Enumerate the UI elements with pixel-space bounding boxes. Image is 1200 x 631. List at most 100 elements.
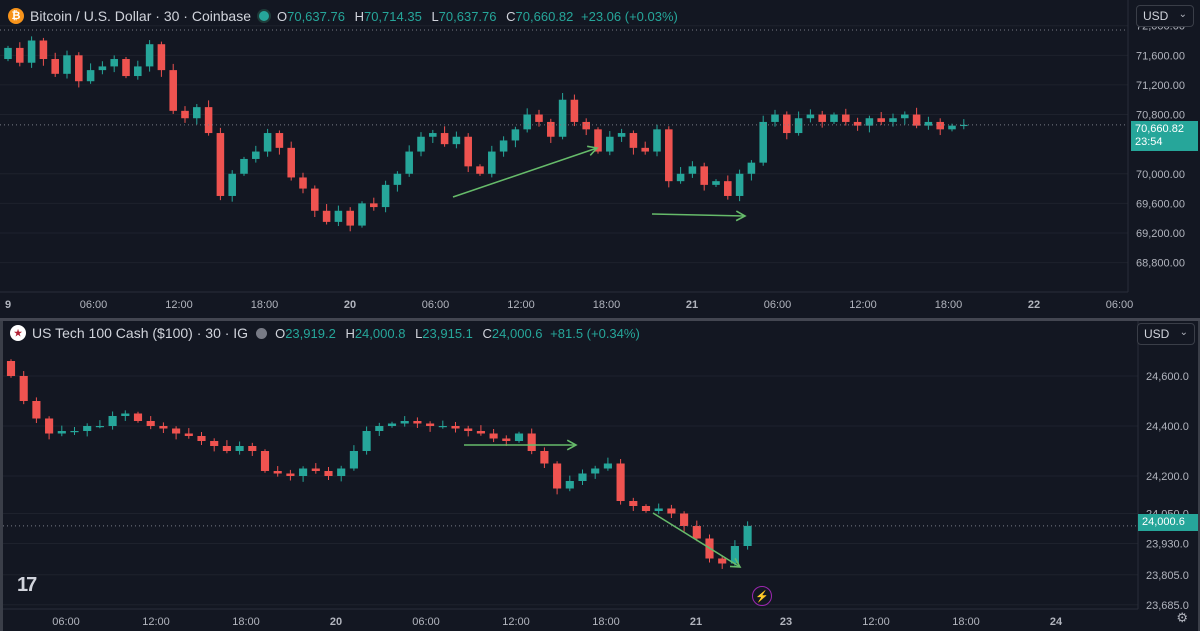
market-status-dot-icon[interactable] [258, 11, 269, 21]
x-tick-label: 12:00 [862, 616, 890, 628]
candle-body [641, 147, 649, 152]
candle-body [146, 421, 155, 426]
lightning-event-icon[interactable]: ⚡ [752, 586, 772, 606]
candle-body [438, 426, 447, 428]
candle-body [216, 133, 225, 196]
candle-body [235, 446, 244, 451]
candle-body [617, 133, 626, 137]
candle-body [362, 431, 371, 451]
btc-currency-value: USD [1143, 9, 1169, 23]
y-tick-label: 23,685.0 [1146, 600, 1189, 612]
tradingview-logo-icon[interactable]: 17 [17, 574, 37, 596]
candle-body [429, 133, 437, 137]
annotation-arrow [452, 147, 598, 198]
candle-body [6, 361, 16, 376]
candle-body [75, 55, 83, 82]
candle-body [311, 468, 320, 471]
x-tick-label: 20 [344, 299, 356, 311]
candle-body [511, 129, 520, 141]
btc-low: 70,637.76 [438, 8, 497, 24]
candle-body [451, 426, 460, 429]
candle-body [960, 124, 968, 127]
nasdaq-currency-select[interactable]: USD ⌄ [1137, 323, 1195, 345]
candle-body [334, 210, 343, 222]
candle-body [743, 525, 752, 546]
candle-body [853, 121, 862, 126]
candle-body [145, 44, 154, 67]
x-tick-label: 12:00 [502, 616, 530, 628]
candle-body [122, 59, 130, 77]
candle-body [287, 147, 295, 178]
y-tick-label: 70,800.00 [1136, 110, 1185, 122]
candle-body [417, 136, 425, 152]
candle-body [818, 114, 826, 122]
nasdaq-low: 23,915.1 [422, 325, 473, 341]
candle-body [311, 188, 319, 211]
x-tick-label: 06:00 [1106, 299, 1134, 311]
candle-body [413, 421, 422, 424]
annotation-arrowhead [735, 210, 747, 222]
candle-body [358, 203, 366, 226]
candle-body [286, 473, 295, 476]
x-tick-label: 20 [330, 616, 342, 628]
candle-body [653, 129, 661, 152]
y-tick-label: 24,600.0 [1146, 371, 1189, 383]
nasdaq-chart-pane[interactable]: 24,600.024,400.024,200.024,050.023,930.0… [0, 321, 1200, 631]
candle-body [747, 162, 756, 174]
candle-body [553, 463, 562, 489]
candle-body [514, 433, 524, 441]
candle-body [159, 426, 168, 429]
candle-body [70, 431, 79, 433]
candle-body [387, 423, 397, 426]
candle-body [806, 114, 815, 119]
candle-body [19, 376, 28, 401]
btc-symbol-title[interactable]: Bitcoin / U.S. Dollar · 30 · Coinbase [30, 8, 251, 24]
y-tick-label: 23,805.0 [1146, 570, 1189, 582]
candle-body [197, 436, 206, 441]
candle-body [181, 110, 189, 119]
btc-close: 70,660.82 [515, 8, 574, 24]
market-closed-dot-icon[interactable] [256, 327, 268, 339]
candle-body [865, 118, 874, 126]
pane-divider[interactable] [0, 318, 1200, 321]
x-tick-label: 12:00 [165, 299, 193, 311]
annotation-arrow [652, 512, 741, 568]
nasdaq-symbol-title[interactable]: US Tech 100 Cash ($100) · 30 · IG [32, 325, 249, 341]
candle-body [83, 426, 92, 431]
annotation-arrowhead [566, 439, 578, 451]
candle-body [499, 140, 508, 152]
nasdaq-last-price: 24,000.6 [1142, 516, 1185, 528]
candle-body [578, 473, 587, 481]
gear-icon[interactable]: ⚙ [1176, 610, 1188, 625]
candle-body [616, 463, 625, 501]
candle-body [57, 431, 66, 434]
candle-body [889, 118, 897, 122]
x-tick-label: 12:00 [849, 299, 877, 311]
candle-body [346, 210, 354, 226]
candle-body [665, 129, 673, 182]
candle-body [45, 418, 54, 434]
btc-currency-select[interactable]: USD ⌄ [1136, 5, 1194, 27]
btc-chart-pane[interactable]: 72,000.0071,600.0071,200.0070,800.0070,0… [0, 0, 1200, 318]
btc-open: 70,637.76 [287, 8, 345, 24]
x-tick-label: 21 [686, 299, 698, 311]
x-tick-label: 18:00 [593, 299, 621, 311]
x-tick-label: 06:00 [52, 616, 80, 628]
candle-body [110, 59, 118, 67]
candle-body [222, 446, 231, 451]
x-tick-label: 18:00 [251, 299, 279, 311]
candle-body [582, 121, 590, 130]
candle-body [86, 70, 95, 82]
candle-body [405, 151, 413, 174]
candle-body [535, 114, 543, 122]
candle-body [936, 121, 944, 130]
candle-body [654, 508, 663, 511]
candle-body [676, 173, 685, 182]
candle-body [51, 59, 59, 74]
candle-body [263, 133, 272, 152]
chevron-down-icon: ⌄ [1178, 9, 1187, 20]
candle-body [591, 468, 600, 474]
btc-chart-canvas[interactable]: 72,000.0071,600.0071,200.0070,800.0070,0… [0, 0, 1200, 318]
nasdaq-legend: ★ US Tech 100 Cash ($100) · 30 · IG O23,… [10, 323, 640, 343]
nasdaq-chart-canvas[interactable]: 24,600.024,400.024,200.024,050.023,930.0… [3, 321, 1198, 631]
